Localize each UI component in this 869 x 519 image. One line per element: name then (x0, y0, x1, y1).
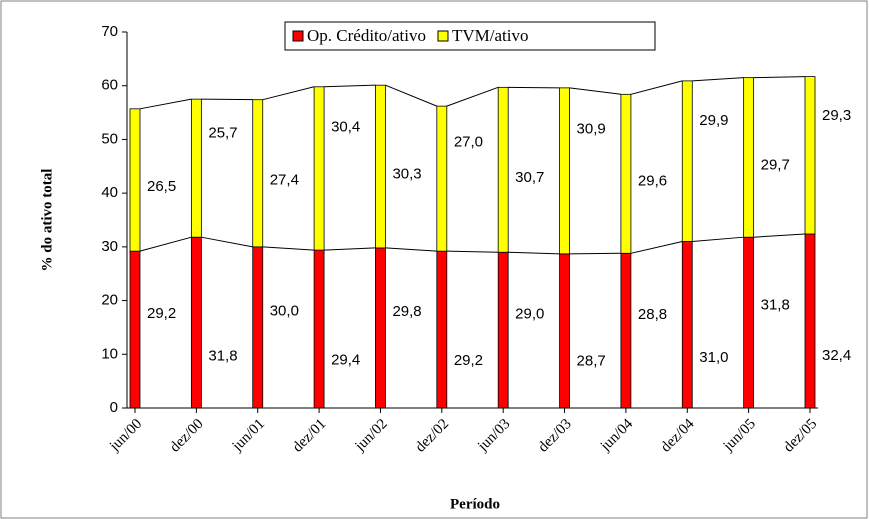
series-line (201, 98, 253, 101)
series-line (508, 86, 560, 89)
value-label: 28,8 (638, 306, 667, 323)
series-line (508, 251, 560, 255)
series-line (385, 84, 438, 107)
bar-segment (252, 99, 264, 248)
series-line (324, 84, 376, 88)
series-line (139, 236, 192, 252)
series-line (446, 86, 499, 107)
bar-segment (129, 250, 141, 409)
value-label: 30,7 (515, 169, 544, 186)
series-line (262, 246, 315, 251)
y-tick-label: 10 (101, 345, 118, 362)
legend-box (284, 21, 656, 51)
value-label: 29,7 (761, 156, 790, 173)
value-label: 29,9 (699, 112, 728, 129)
value-label: 31,8 (208, 348, 237, 365)
y-axis-title: % do ativo total (39, 169, 55, 272)
y-tick-label: 60 (101, 77, 118, 94)
bar-segment (375, 84, 386, 249)
value-label: 25,7 (208, 125, 237, 142)
bar-segment (559, 253, 570, 409)
bar-segment (129, 108, 141, 252)
legend-swatch (437, 30, 449, 42)
value-label: 29,6 (638, 173, 667, 190)
bar-segment (559, 87, 570, 255)
y-tick-label: 50 (101, 130, 118, 147)
series-line (385, 247, 437, 252)
value-label: 29,0 (515, 306, 544, 323)
bar-segment (436, 105, 448, 252)
series-line (630, 80, 683, 95)
value-label: 30,0 (270, 302, 299, 319)
bar-segment (190, 236, 202, 409)
series-line (569, 87, 621, 95)
y-tick-label: 40 (101, 184, 118, 201)
series-line (630, 240, 683, 254)
value-label: 29,2 (147, 305, 176, 322)
value-label: 29,2 (454, 352, 483, 369)
bar-segment (497, 86, 509, 253)
legend-swatch (292, 30, 304, 42)
y-tick-label: 20 (101, 292, 118, 309)
value-label: 29,8 (392, 303, 421, 320)
bar-segment (252, 246, 264, 409)
bar-segment (804, 76, 816, 235)
bar-segment (743, 77, 755, 238)
value-label: 31,0 (699, 349, 728, 366)
bar-segment (681, 80, 693, 242)
value-label: 27,0 (454, 133, 483, 150)
series-line (201, 236, 253, 248)
value-label: 31,8 (761, 296, 790, 313)
series-line (446, 250, 499, 253)
value-label: 30,3 (392, 166, 421, 183)
legend-label: TVM/ativo (452, 26, 529, 45)
legend-label: Op. Crédito/ativo (307, 26, 426, 45)
value-label: 27,4 (270, 172, 299, 189)
bar-segment (436, 250, 448, 409)
series-line (692, 236, 744, 242)
series-line (753, 76, 806, 79)
bar-segment (497, 251, 509, 409)
series-line (262, 86, 315, 101)
bar-segment (375, 247, 386, 409)
y-tick-label: 70 (101, 23, 118, 40)
value-label: 32,4 (822, 347, 851, 364)
bar-segment (804, 233, 816, 409)
value-label: 29,4 (331, 352, 360, 369)
series-line (569, 252, 621, 255)
bar-segment (681, 241, 693, 409)
bar-segment (313, 249, 325, 409)
value-label: 30,4 (331, 119, 360, 136)
x-axis-title: Período (450, 496, 500, 512)
bar-segment (620, 252, 632, 409)
series-line (139, 98, 192, 110)
series-line (692, 77, 744, 82)
y-tick-label: 30 (101, 238, 118, 255)
value-label: 26,5 (147, 178, 176, 195)
bar-segment (313, 86, 325, 251)
bar-segment (190, 98, 202, 238)
value-label: 30,9 (577, 120, 606, 137)
value-label: 28,7 (577, 353, 606, 370)
bar-segment (620, 93, 632, 254)
bar-segment (743, 236, 755, 409)
value-label: 29,3 (822, 107, 851, 124)
series-line (324, 247, 376, 251)
y-tick-label: 0 (110, 399, 118, 416)
series-line (753, 233, 806, 238)
